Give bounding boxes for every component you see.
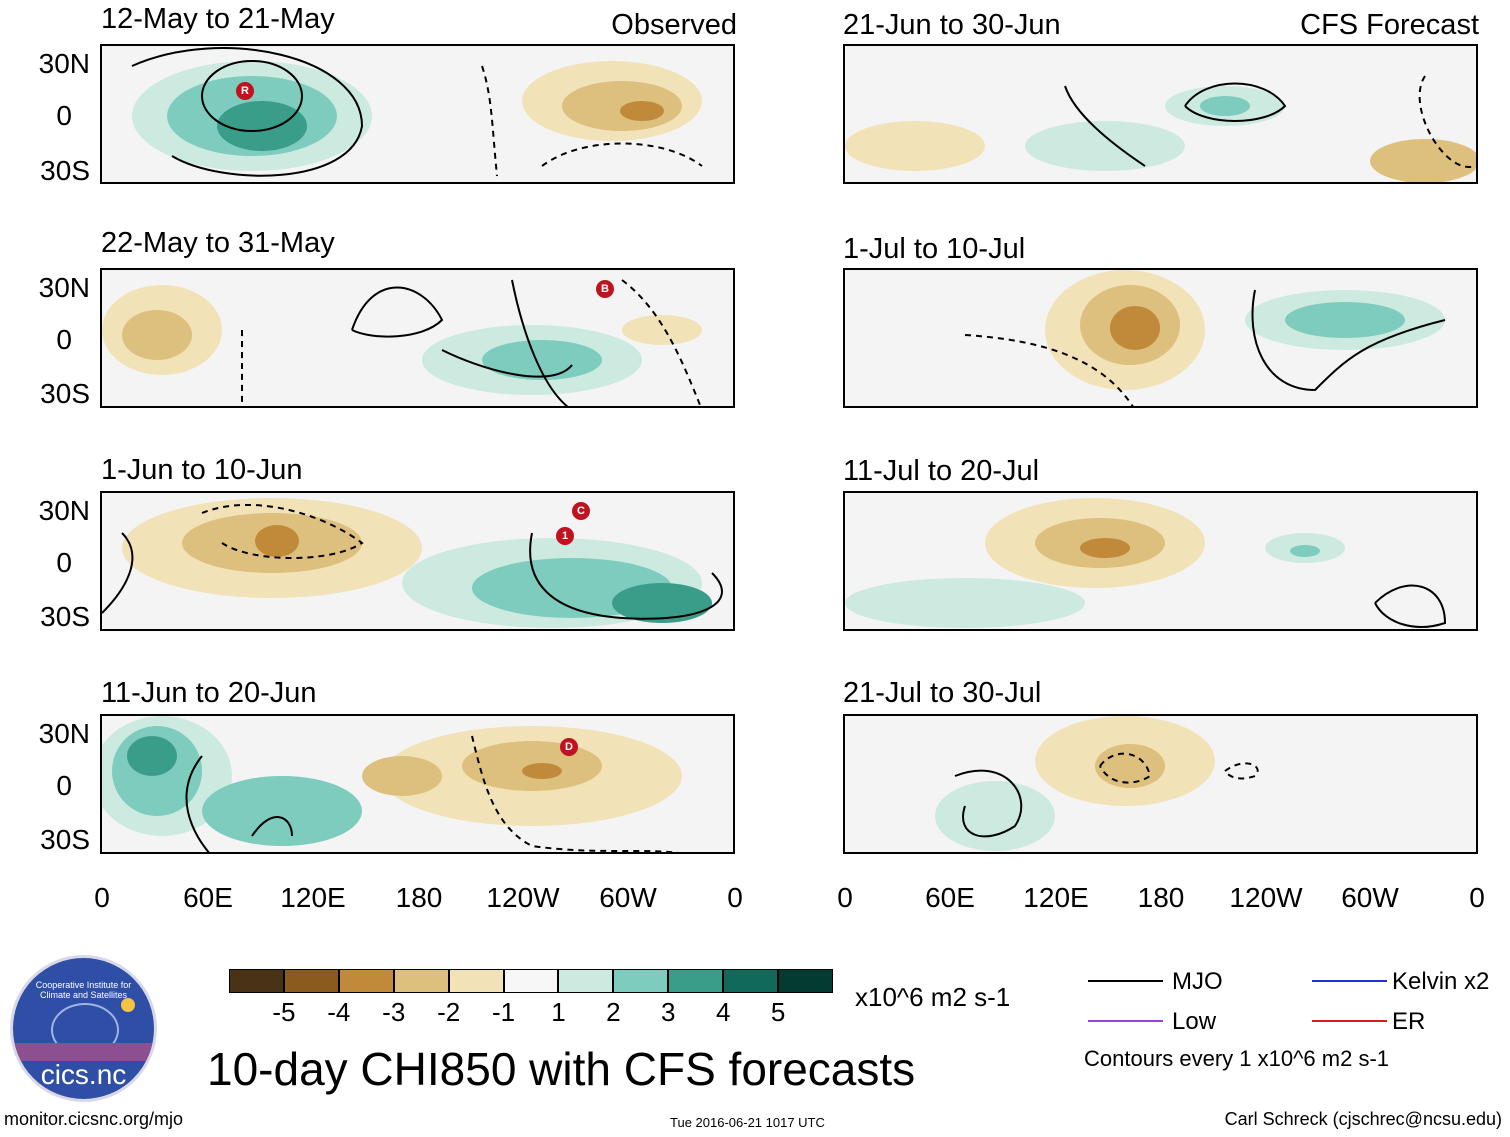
colorbar-tick-label: 1 xyxy=(551,997,566,1027)
lat-label-30n: 30N xyxy=(38,272,90,303)
lon-label: 0 xyxy=(837,882,853,913)
legend-label-mjo: MJO xyxy=(1172,968,1223,995)
panel-title-obs-4: 11-Jun to 20-Jun xyxy=(101,677,317,709)
colorbar-tick-label: -2 xyxy=(437,997,461,1027)
lon-label: 0 xyxy=(94,882,110,913)
logo-ring-text: Cooperative Institute for Climate and Sa… xyxy=(35,980,132,1000)
footer-url: monitor.cicsnc.org/mjo xyxy=(4,1109,184,1129)
contour-note: Contours every 1 x10^6 m2 s-1 xyxy=(1084,1046,1390,1071)
cics-logo: Cooperative Institute for Climate and Sa… xyxy=(10,955,157,1102)
colorbar-tick-label: -1 xyxy=(491,997,516,1027)
lon-label: 60W xyxy=(599,882,657,913)
lat-label-30s: 30S xyxy=(40,824,90,855)
colorbar-swatch xyxy=(229,969,284,993)
lon-label: 120W xyxy=(1229,882,1303,913)
anomaly-field-fc-3 xyxy=(845,498,1447,628)
event-marker-1: 1 xyxy=(556,527,574,545)
lon-label: 180 xyxy=(1137,882,1185,913)
colorbar-swatch xyxy=(393,969,449,993)
colorbar-tick-label: -3 xyxy=(382,997,406,1027)
lat-label-eq: 0 xyxy=(56,547,72,578)
event-marker-R: R xyxy=(236,82,254,100)
panel-title-obs-3: 1-Jun to 10-Jun xyxy=(101,454,303,486)
lon-label: 60E xyxy=(925,882,975,913)
map-panel-fc-4 xyxy=(843,714,1478,854)
lat-label-30n: 30N xyxy=(38,718,90,749)
anomaly-field-obs-3 xyxy=(102,498,723,628)
lon-label: 60W xyxy=(1341,882,1399,913)
footer-timestamp: Tue 2016-06-21 1017 UTC xyxy=(670,1115,825,1130)
main-title: 10-day CHI850 with CFS forecasts xyxy=(207,1043,916,1095)
lat-label-30n: 30N xyxy=(38,48,90,79)
logo-sun-icon xyxy=(121,998,135,1012)
legend-label-kelvin: Kelvin x2 xyxy=(1392,968,1490,995)
anomaly-field-obs-4 xyxy=(102,716,682,852)
logo-text: cics.nc xyxy=(40,1059,127,1090)
legend-line-kelvin xyxy=(1312,980,1387,982)
colorbar-tick-label: 5 xyxy=(770,997,786,1027)
lat-label-eq: 0 xyxy=(56,100,72,131)
panel-title-obs-1: 12-May to 21-May xyxy=(101,3,335,35)
colorbar-swatch xyxy=(503,969,559,993)
event-marker-B: B xyxy=(596,280,614,298)
legend-line-mjo xyxy=(1088,980,1163,982)
panel-title-fc-2: 1-Jul to 10-Jul xyxy=(843,233,1026,265)
anomaly-field-fc-1 xyxy=(845,75,1476,182)
forecast-column-header: CFS Forecast xyxy=(1300,9,1479,41)
colorbar-swatch xyxy=(338,969,394,993)
map-panel-obs-1 xyxy=(100,44,735,184)
colorbar-tick-label: -4 xyxy=(327,997,351,1027)
logo-mountain-icon xyxy=(13,1043,154,1061)
colorbar-swatch xyxy=(283,969,339,993)
colorbar-swatch xyxy=(558,969,614,993)
anomaly-field-obs-2 xyxy=(102,279,702,406)
lon-label: 0 xyxy=(1469,882,1485,913)
map-panel-obs-4 xyxy=(100,714,735,854)
lon-label: 120E xyxy=(1023,882,1089,913)
panel-title-obs-2: 22-May to 31-May xyxy=(101,227,335,259)
map-panel-fc-3 xyxy=(843,491,1478,631)
map-panel-fc-2 xyxy=(843,268,1478,408)
map-panel-obs-2 xyxy=(100,268,735,408)
anomaly-field-fc-2 xyxy=(964,270,1446,406)
colorbar-units: x10^6 m2 s-1 xyxy=(855,982,1011,1012)
lat-label-eq: 0 xyxy=(56,770,72,801)
legend-line-low xyxy=(1088,1020,1163,1022)
event-marker-D: D xyxy=(560,738,578,756)
panel-title-fc-4: 21-Jul to 30-Jul xyxy=(843,677,1042,709)
colorbar-tick-label: 3 xyxy=(661,997,676,1027)
colorbar-swatch xyxy=(778,969,833,993)
lat-label-30s: 30S xyxy=(40,601,90,632)
lat-label-eq: 0 xyxy=(56,324,72,355)
legend-line-er xyxy=(1312,1020,1387,1022)
footer-author: Carl Schreck (cjschrec@ncsu.edu) xyxy=(1224,1109,1502,1129)
panel-title-fc-1: 21-Jun to 30-Jun xyxy=(843,9,1061,41)
legend-label-er: ER xyxy=(1392,1008,1426,1035)
panel-title-fc-3: 11-Jul to 20-Jul xyxy=(843,455,1040,487)
colorbar-tick-label: 2 xyxy=(606,997,621,1027)
map-panel-obs-3 xyxy=(100,491,735,631)
map-panel-fc-1 xyxy=(843,44,1478,184)
lat-label-30s: 30S xyxy=(40,155,90,186)
lat-label-30s: 30S xyxy=(40,378,90,409)
legend-label-low: Low xyxy=(1172,1008,1217,1035)
event-marker-C: C xyxy=(572,502,590,520)
observed-column-header: Observed xyxy=(611,9,737,41)
colorbar-swatch xyxy=(723,969,779,993)
anomaly-field-fc-4 xyxy=(935,716,1259,851)
colorbar-tick-label: 4 xyxy=(715,997,731,1027)
lon-label: 120W xyxy=(486,882,560,913)
colorbar-swatch xyxy=(613,969,669,993)
lon-label: 180 xyxy=(395,882,443,913)
anomaly-field-obs-1 xyxy=(131,47,703,177)
colorbar-swatch xyxy=(668,969,724,993)
lon-label: 0 xyxy=(727,882,743,913)
lon-label: 120E xyxy=(280,882,346,913)
colorbar xyxy=(229,969,833,993)
lon-label: 60E xyxy=(183,882,233,913)
colorbar-tick-label: -5 xyxy=(272,997,296,1027)
lat-label-30n: 30N xyxy=(38,495,90,526)
colorbar-swatch xyxy=(448,969,504,993)
